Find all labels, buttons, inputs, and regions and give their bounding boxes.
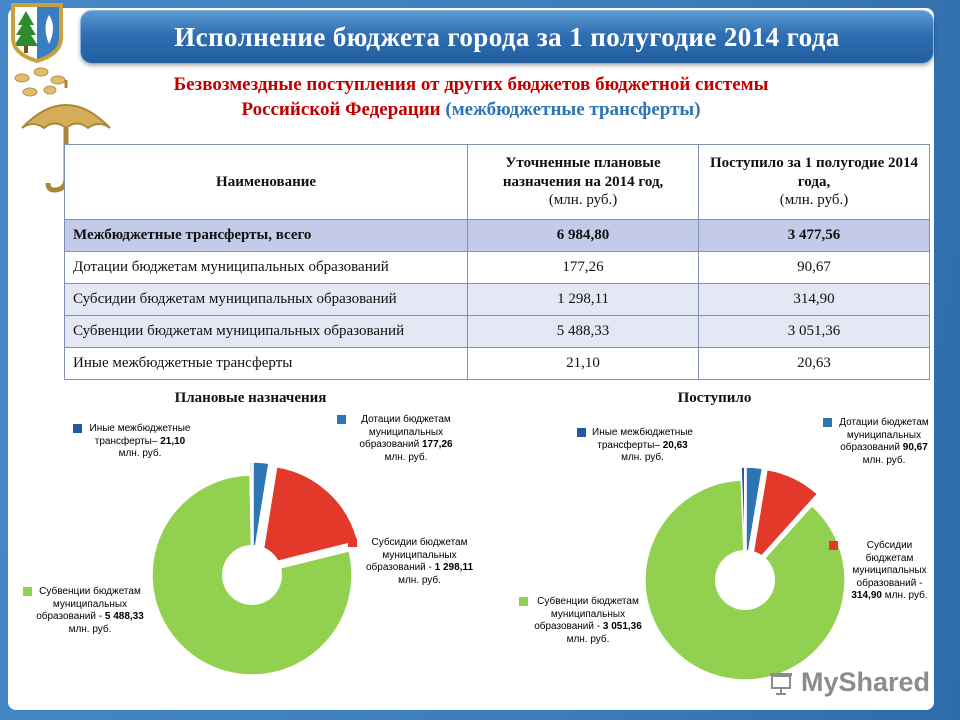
legend-marker-icon	[519, 597, 528, 606]
city-coat-of-arms-icon	[11, 3, 63, 64]
pie-label-inye: Иные межбюджетные трансферты– 20,63 млн.…	[577, 427, 695, 465]
page-title: Исполнение бюджета города за 1 полугодие…	[174, 21, 840, 52]
pie-label-text: Субвенции бюджетам муниципальных образов…	[36, 586, 144, 635]
table-body: Межбюджетные трансферты, всего 6 984,80 3 …	[63, 219, 930, 380]
col-header-fact-unit: (млн. руб.)	[779, 192, 849, 209]
legend-marker-icon	[823, 418, 832, 427]
col-header-plan: Уточненные плановые назначения на 2014 г…	[467, 144, 700, 220]
watermark-label: MyShared	[800, 667, 930, 697]
table-cell: 177,26	[467, 251, 700, 284]
pie-plan-svg	[151, 461, 359, 676]
pie-label-text: Иные межбюджетные трансферты– 21,10 млн.…	[89, 423, 191, 459]
pie-label-dotacii: Дотации бюджетам муниципальных образован…	[823, 417, 932, 467]
pie-label-text: Иные межбюджетные трансферты– 20,63 млн.…	[592, 427, 693, 463]
pie-label-text: Субсидии бюджетам муниципальных образова…	[365, 537, 474, 586]
subtitle-blue-text: (межбюджетные трансферты)	[445, 99, 701, 121]
col-header-plan-label: Уточненные плановые назначения на 2014 г…	[502, 154, 664, 190]
pie-fact-svg	[644, 466, 846, 681]
table-cell: 3 051,36	[698, 315, 930, 348]
table-row: Дотации бюджетам муниципальных образован…	[63, 251, 930, 284]
chart-title-fact: Поступило	[677, 390, 752, 406]
table-cell: Межбюджетные трансферты, всего	[63, 219, 469, 252]
col-header-name: Наименование	[63, 144, 469, 220]
pie-label-text: Субвенции бюджетам муниципальных образов…	[534, 596, 642, 645]
table-cell: 3 477,56	[698, 219, 930, 252]
pie-label-dotacii: Дотации бюджетам муниципальных образован…	[337, 414, 462, 464]
pie-label-text: Дотации бюджетам муниципальных образован…	[839, 417, 929, 466]
chart-title-plan: Плановые назначения	[174, 390, 327, 406]
table-cell: 6 984,80	[467, 219, 700, 252]
legend-marker-icon	[348, 538, 357, 547]
table-header-row: Наименование Уточненные плановые назначе…	[63, 144, 930, 220]
table-cell: 21,10	[467, 347, 700, 380]
table-cell: 314,90	[698, 283, 930, 316]
table-cell: Субсидии бюджетам муниципальных образова…	[63, 283, 469, 316]
col-header-fact: Поступило за 1 полугодие 2014 года, (млн…	[698, 144, 930, 220]
pie-chart-fact: Поступило Иные межбюджетные трансферты– …	[492, 390, 937, 712]
pie-label-subvencii: Субвенции бюджетам муниципальных образов…	[23, 586, 144, 636]
subtitle-red-text: Безвозмездные поступления от других бюдж…	[173, 74, 769, 121]
table-row: Иные межбюджетные трансферты 21,10 20,63	[63, 347, 930, 380]
pie-label-subsidii: Субсидии бюджетам муниципальных образова…	[829, 540, 937, 603]
slide-subtitle: Безвозмездные поступления от других бюдж…	[171, 72, 771, 122]
pie-label-subsidii: Субсидии бюджетам муниципальных образова…	[348, 537, 478, 587]
table-row: Субвенции бюджетам муниципальных образов…	[63, 315, 930, 348]
table-cell: 1 298,11	[467, 283, 700, 316]
col-header-fact-label: Поступило за 1 полугодие 2014 года,	[710, 154, 918, 190]
pie-label-text: Дотации бюджетам муниципальных образован…	[359, 414, 453, 463]
slide-title-banner: Исполнение бюджета города за 1 полугодие…	[80, 10, 934, 64]
table-cell: Иные межбюджетные трансферты	[63, 347, 469, 380]
table-row: Субсидии бюджетам муниципальных образова…	[63, 283, 930, 316]
col-header-plan-unit: (млн. руб.)	[548, 192, 618, 209]
table-cell: 5 488,33	[467, 315, 700, 348]
pie-label-subvencii: Субвенции бюджетам муниципальных образов…	[519, 596, 644, 646]
legend-marker-icon	[23, 587, 32, 596]
legend-marker-icon	[829, 541, 838, 550]
table-cell: 90,67	[698, 251, 930, 284]
legend-marker-icon	[73, 424, 82, 433]
pie-label-text: Субсидии бюджетам муниципальных образова…	[851, 540, 928, 601]
table-cell: 20,63	[698, 347, 930, 380]
table-cell: Дотации бюджетам муниципальных образован…	[63, 251, 469, 284]
projector-screen-icon	[769, 672, 792, 695]
col-header-name-label: Наименование	[216, 173, 317, 190]
budget-table: Наименование Уточненные плановые назначе…	[63, 144, 930, 380]
table-row: Межбюджетные трансферты, всего 6 984,80 3 …	[63, 219, 930, 252]
table-cell: Субвенции бюджетам муниципальных образов…	[63, 315, 469, 348]
pie-label-inye: Иные межбюджетные трансферты– 21,10 млн.…	[73, 423, 194, 461]
legend-marker-icon	[337, 415, 346, 424]
legend-marker-icon	[577, 428, 586, 437]
myshared-watermark[interactable]: MyShared	[768, 667, 930, 698]
pie-chart-plan: Плановые назначения Иные межбюджетные тр…	[23, 390, 473, 712]
